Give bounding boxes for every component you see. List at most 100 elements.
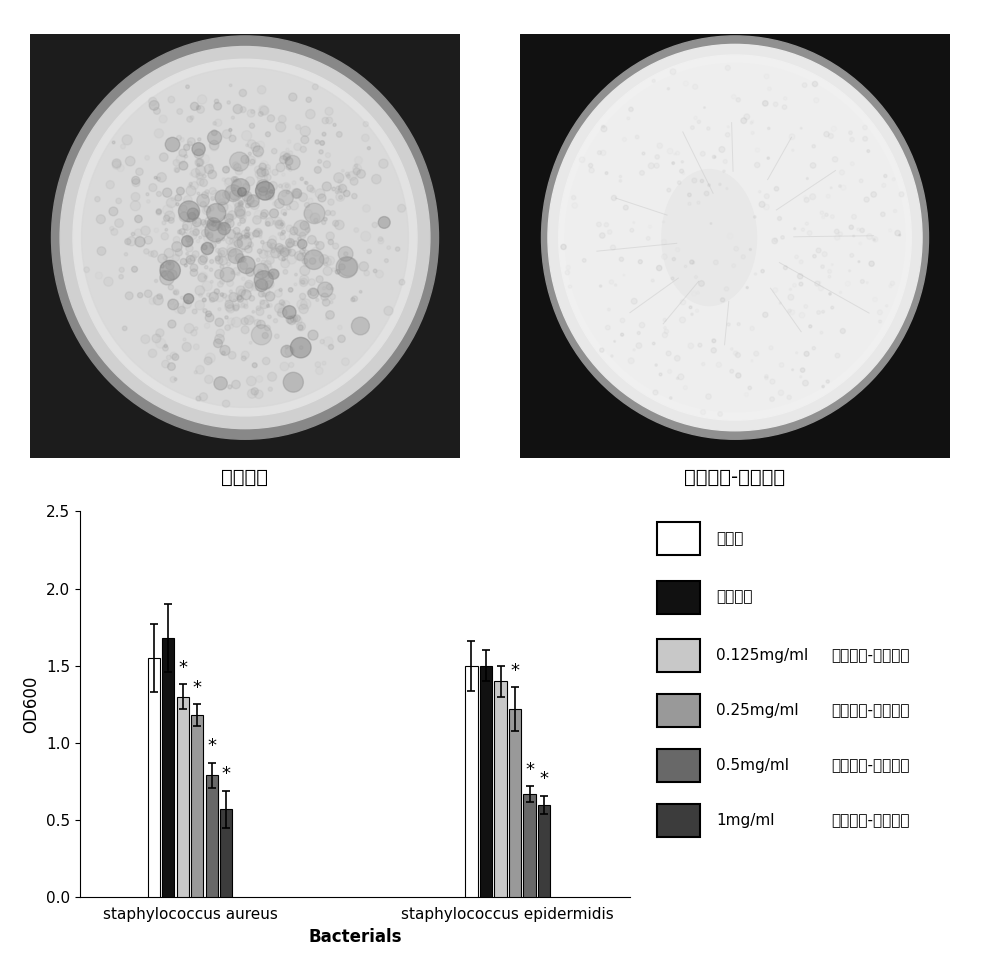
Circle shape (238, 290, 245, 296)
Circle shape (336, 186, 340, 190)
Circle shape (845, 281, 850, 286)
Circle shape (238, 187, 246, 196)
Circle shape (205, 217, 214, 226)
Circle shape (614, 341, 615, 343)
Circle shape (241, 303, 245, 307)
Circle shape (661, 239, 667, 244)
Circle shape (281, 209, 287, 215)
Circle shape (255, 193, 261, 199)
Circle shape (196, 397, 201, 401)
Circle shape (267, 239, 276, 248)
Circle shape (270, 272, 274, 277)
Circle shape (228, 385, 232, 389)
Circle shape (245, 196, 255, 206)
Circle shape (166, 198, 176, 207)
Circle shape (736, 97, 740, 102)
Circle shape (572, 203, 577, 208)
Circle shape (248, 152, 251, 155)
Circle shape (257, 179, 269, 192)
Circle shape (648, 225, 652, 229)
Circle shape (750, 326, 754, 331)
Bar (206, 776, 218, 897)
Circle shape (566, 265, 570, 270)
Circle shape (378, 236, 383, 241)
Circle shape (194, 327, 198, 330)
Circle shape (215, 119, 222, 126)
Circle shape (206, 311, 212, 317)
Circle shape (183, 221, 192, 231)
Circle shape (315, 189, 325, 199)
Circle shape (253, 281, 263, 290)
Text: 銀纳米线-矿化胶原: 銀纳米线-矿化胶原 (832, 813, 910, 828)
Circle shape (867, 150, 870, 152)
Circle shape (863, 136, 868, 141)
Text: *: * (511, 662, 520, 679)
Circle shape (326, 311, 334, 319)
Circle shape (212, 222, 216, 227)
Circle shape (295, 273, 297, 276)
Circle shape (190, 264, 198, 271)
Circle shape (636, 343, 642, 348)
Circle shape (725, 132, 730, 137)
Circle shape (249, 124, 255, 128)
Circle shape (173, 290, 179, 294)
Circle shape (196, 173, 202, 179)
Circle shape (239, 90, 247, 97)
Circle shape (215, 293, 224, 302)
Circle shape (860, 228, 864, 233)
Circle shape (212, 221, 217, 226)
Circle shape (226, 166, 230, 169)
Circle shape (256, 181, 274, 200)
Circle shape (209, 164, 213, 168)
Text: 銀纳米线-矿化胶原: 銀纳米线-矿化胶原 (832, 648, 910, 663)
Circle shape (244, 229, 249, 234)
Circle shape (652, 79, 655, 82)
Circle shape (221, 223, 229, 231)
Circle shape (708, 184, 710, 186)
Circle shape (246, 233, 251, 236)
Circle shape (800, 368, 805, 372)
Circle shape (205, 375, 213, 383)
Circle shape (266, 257, 274, 264)
Circle shape (227, 247, 236, 257)
Circle shape (245, 245, 252, 253)
Circle shape (286, 149, 289, 152)
Circle shape (165, 137, 180, 152)
Circle shape (274, 217, 282, 226)
Circle shape (168, 299, 179, 310)
Circle shape (149, 97, 157, 105)
Circle shape (183, 338, 186, 341)
Circle shape (156, 329, 164, 337)
Circle shape (222, 237, 225, 241)
Circle shape (198, 273, 206, 282)
Circle shape (307, 290, 311, 294)
Circle shape (198, 256, 207, 264)
Circle shape (813, 255, 816, 258)
Circle shape (132, 179, 140, 186)
Circle shape (859, 179, 863, 182)
Circle shape (605, 325, 610, 330)
Circle shape (832, 156, 838, 162)
Circle shape (748, 386, 752, 390)
Circle shape (288, 239, 292, 243)
Circle shape (163, 345, 168, 351)
X-axis label: Bacterials: Bacterials (308, 927, 402, 946)
Circle shape (202, 207, 211, 214)
Circle shape (339, 263, 345, 270)
Bar (494, 681, 507, 897)
Circle shape (316, 276, 323, 283)
Circle shape (167, 270, 177, 279)
Circle shape (714, 156, 716, 158)
Circle shape (304, 223, 306, 226)
Circle shape (145, 155, 149, 160)
Circle shape (330, 301, 333, 304)
Circle shape (674, 153, 676, 155)
Circle shape (231, 116, 234, 119)
Circle shape (322, 220, 326, 225)
Circle shape (249, 295, 255, 301)
Circle shape (316, 367, 323, 374)
Circle shape (338, 335, 345, 343)
Circle shape (231, 179, 241, 189)
Circle shape (271, 248, 281, 258)
Circle shape (769, 345, 773, 349)
